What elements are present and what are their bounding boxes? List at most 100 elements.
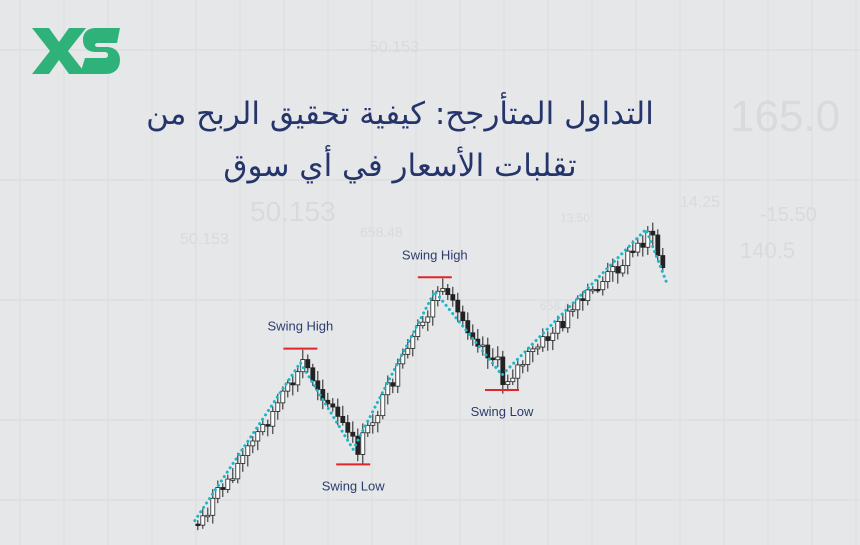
candle-body [330, 403, 336, 408]
candle-body [295, 371, 301, 386]
candle-body [215, 487, 221, 499]
candle-body [570, 309, 576, 312]
candle-body [520, 364, 526, 367]
candle-body [420, 321, 426, 327]
candle-body [335, 406, 341, 417]
candle-body [490, 357, 496, 361]
watermark-number: 14.25 [680, 194, 721, 211]
candle-body [345, 422, 351, 433]
candle-body [415, 325, 421, 337]
candle-body [270, 411, 276, 427]
candle-body [535, 346, 541, 350]
candle-body [630, 250, 636, 253]
candle-body [615, 266, 621, 274]
candle-body [495, 356, 501, 361]
candle-body [540, 336, 546, 348]
watermark-number: 658.48 [360, 224, 403, 240]
candle-body [560, 320, 566, 329]
candle-body [340, 415, 346, 423]
candle-body [485, 344, 491, 359]
watermark-number: 13.50 [560, 211, 591, 225]
candle-body [430, 300, 436, 318]
candle-body [350, 431, 356, 437]
candle-body [380, 394, 386, 417]
candle-body [530, 348, 536, 352]
candle-body [200, 515, 206, 526]
candle-body [310, 367, 316, 382]
candle-body [600, 281, 606, 291]
candle-body [580, 298, 586, 301]
candle-body [620, 265, 626, 274]
candle-body [305, 359, 311, 369]
candle-body [445, 288, 451, 295]
candle-body [285, 382, 291, 392]
candle-body [220, 487, 226, 490]
zigzag-line [193, 226, 670, 523]
candle-body [195, 523, 201, 527]
candle-body [365, 424, 371, 434]
candle-body [405, 347, 411, 355]
candle-body [505, 381, 511, 386]
candle-body [595, 288, 601, 292]
candle-body [590, 288, 596, 292]
candle-body [500, 356, 506, 386]
candle-body [450, 294, 456, 301]
candle-body [545, 336, 551, 341]
candle-body [235, 463, 241, 480]
watermark-number: 50.153 [250, 196, 336, 227]
page-title: التداول المتأرجح: كيفية تحقيق الربح من ت… [80, 88, 720, 192]
candle-body [290, 382, 296, 386]
candle-body [645, 230, 651, 248]
candle-body [655, 234, 661, 256]
candle-body [245, 445, 251, 456]
candle-body [390, 382, 396, 387]
candle-body [650, 230, 656, 236]
candle-body [605, 271, 611, 282]
candle-body [565, 310, 571, 329]
candle-body [525, 351, 531, 365]
candle-body [635, 242, 641, 253]
candle-body [640, 242, 646, 248]
xs-logo [32, 28, 120, 74]
swing-high-label: Swing High [402, 247, 468, 262]
swing-low-label: Swing Low [322, 478, 385, 493]
candle-body [315, 380, 321, 390]
candle-body [585, 289, 591, 301]
watermark-number: 165.0 [730, 92, 841, 141]
candle-body [255, 431, 261, 442]
candle-body [465, 320, 471, 334]
candle-body [275, 402, 281, 412]
candle-body [360, 432, 366, 455]
candle-body [230, 478, 236, 481]
candle-body [515, 364, 521, 379]
candle-body [425, 316, 431, 323]
candle-body [240, 455, 246, 464]
title-line-1: التداول المتأرجح: كيفية تحقيق الربح من [146, 96, 654, 132]
candle-body [280, 390, 286, 404]
candle-body [250, 440, 256, 447]
candle-body [455, 299, 461, 313]
candle-body [460, 311, 466, 322]
candle-body [205, 514, 211, 518]
candle-body [625, 250, 631, 267]
candle-body [550, 332, 556, 341]
candle-body [370, 422, 376, 426]
candle-body [610, 266, 616, 273]
watermark-number: 140.5 [740, 238, 796, 263]
candle-body [395, 363, 401, 387]
candle-body [375, 415, 381, 424]
watermark-number: 50.153 [370, 39, 419, 56]
candle-body [260, 424, 266, 433]
swing-low-label: Swing Low [471, 404, 534, 419]
candle-body [300, 359, 306, 373]
candle-body [555, 320, 561, 334]
candle-body [510, 377, 516, 383]
watermark-number: -15.50 [760, 204, 817, 226]
candle-body [480, 344, 486, 347]
watermark-number: 50.153 [180, 231, 229, 248]
candle-body [325, 399, 331, 405]
title-line-2: تقلبات الأسعار في أي سوق [223, 148, 577, 184]
candle-body [210, 497, 216, 516]
